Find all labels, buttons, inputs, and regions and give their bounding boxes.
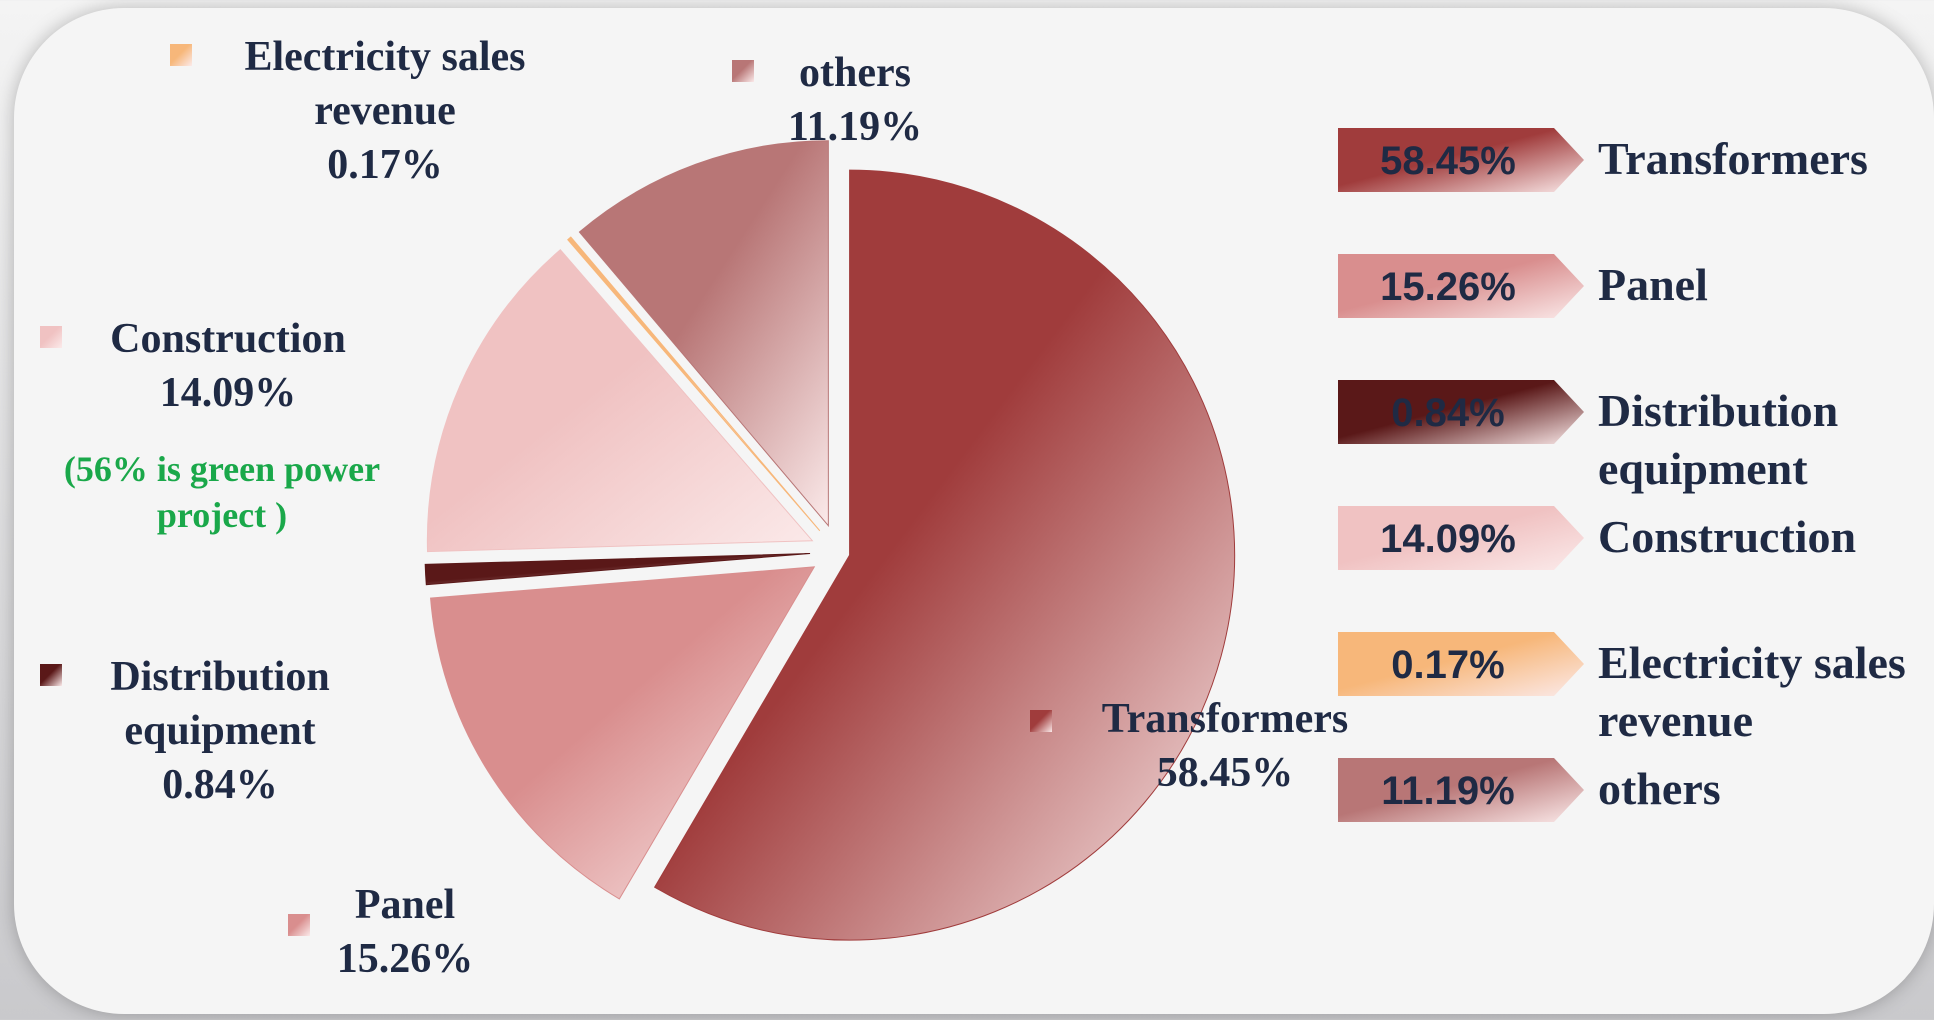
legend-swatch [1338,380,1584,444]
legend-value: 58.45% [1380,139,1516,183]
slice-value: 15.26% [336,936,474,982]
slice-label: Construction 14.09% [48,312,408,420]
label-key [1030,710,1052,732]
label-key [40,326,62,348]
slice-value: 58.45% [1156,750,1294,796]
legend-value: 11.19% [1381,769,1514,813]
slice-value: 0.17% [327,142,443,188]
legend-name: Transformers [1598,133,1868,184]
pie-slice [653,169,1236,941]
pie-slice [426,248,814,553]
slice-value: 11.19% [787,104,923,150]
label-key [732,60,754,82]
legend-swatch [1338,632,1584,696]
pie-slice [567,236,821,532]
slice-label: Transformers 58.45% [1060,692,1390,800]
label-key [288,914,310,936]
legend-value: 15.26% [1380,265,1516,309]
annotation: (56% is green power project ) [63,449,381,535]
legend-name: Electricity sales revenue [1598,637,1906,746]
slice-label: others 11.19% [690,46,1020,154]
legend-swatch [1338,128,1584,192]
pie-slice [424,553,811,586]
slice-name: others [799,50,911,96]
slice-value: 14.09% [159,370,297,416]
legend-value: 0.17% [1391,643,1504,687]
legend-name: Construction [1598,511,1857,562]
slice-name: Construction [110,316,346,362]
slice-name: Transformers [1101,696,1349,742]
legend-name: others [1598,763,1721,814]
slice-value: 0.84% [162,762,278,808]
slice-label: Distribution equipment 0.84% [30,650,410,812]
pie-slice [430,566,816,900]
pie-slice [578,140,829,528]
slice-label: Panel 15.26% [235,878,575,986]
slice-name: Electricity sales revenue [244,34,526,134]
slice-label: Electricity sales revenue 0.17% [200,30,570,192]
label-key [40,664,62,686]
legend-swatch [1338,506,1584,570]
legend-value: 14.09% [1380,517,1516,561]
slice-name: Panel [354,882,456,928]
slice-name: Distribution equipment [110,654,330,754]
legend-swatch [1338,254,1584,318]
legend-swatch [1338,758,1584,822]
legend-name: Distribution equipment [1598,385,1839,494]
legend-name: Panel [1598,259,1708,310]
legend-value: 0.84% [1391,391,1504,435]
label-key [170,44,192,66]
